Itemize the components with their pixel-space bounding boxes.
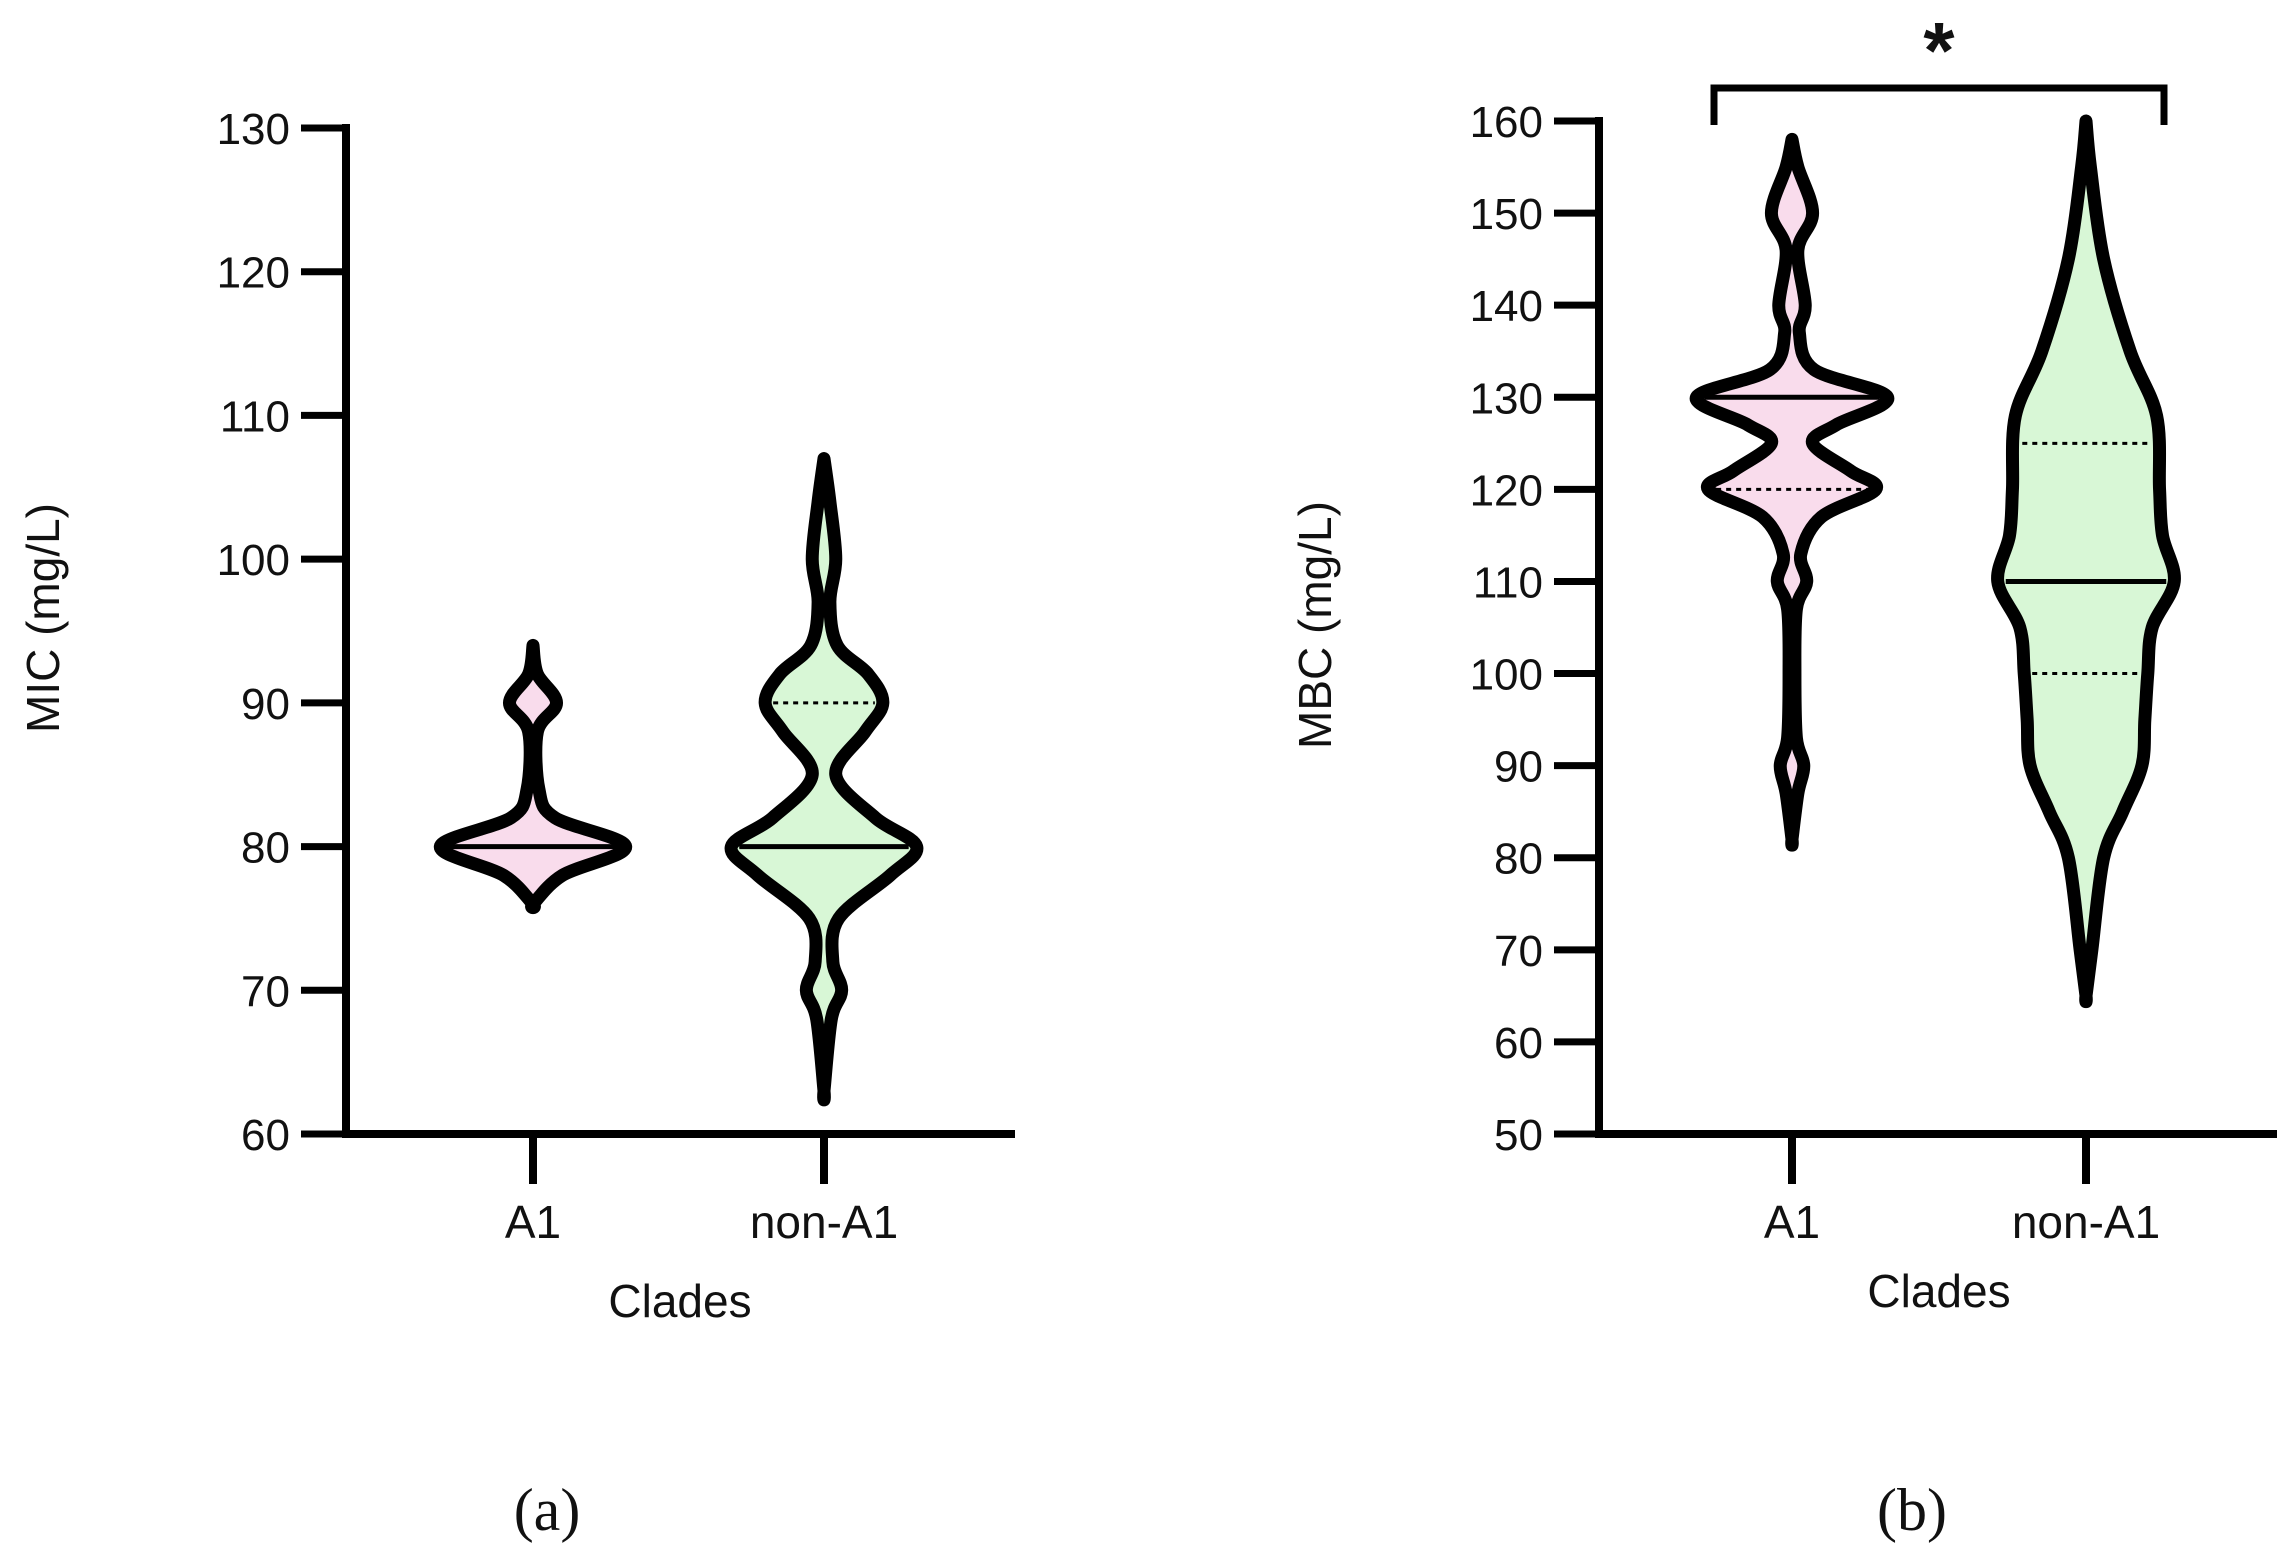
y-tick-label: 50: [1494, 1111, 1543, 1160]
significance-label: *: [1923, 6, 1955, 95]
x-tick-label: non-A1: [2012, 1196, 2160, 1248]
y-tick-label: 120: [1470, 466, 1543, 515]
chart-panel-1: A1 non-A1 50 60 70 80 90 100 110 120 130 140 150 160 M…: [1289, 6, 2277, 1543]
x-tick-label: non-A1: [750, 1196, 898, 1248]
violin-non-A1: [1991, 114, 2181, 1009]
y-tick-label: 90: [241, 680, 290, 729]
y-tick-label: 100: [217, 536, 290, 585]
chart-panel-0: A1 non-A1 60 70 80 90 100 110 120 130 MIC (mg/L) Cl…: [17, 105, 1015, 1543]
y-axis-label: MIC (mg/L): [17, 503, 69, 733]
y-tick-label: 90: [1494, 743, 1543, 792]
y-tick-label: 80: [241, 824, 290, 873]
violin-A1: [433, 638, 633, 914]
panel-label: (b): [1877, 1477, 1947, 1543]
y-tick-label: 70: [241, 967, 290, 1016]
violin-A1: [1689, 132, 1895, 852]
y-tick-label: 130: [1470, 374, 1543, 423]
x-tick-label: A1: [1764, 1196, 1820, 1248]
x-axis-label: Clades: [608, 1275, 751, 1327]
y-tick-label: 120: [217, 249, 290, 298]
y-tick-label: 60: [1494, 1019, 1543, 1068]
y-tick-label: 160: [1470, 98, 1543, 147]
significance-bracket: [1710, 84, 2168, 125]
y-tick-label: 100: [1470, 651, 1543, 700]
y-axis-label: MBC (mg/L): [1289, 501, 1341, 749]
y-tick-label: 60: [241, 1111, 290, 1160]
y-tick-label: 130: [217, 105, 290, 154]
y-tick-label: 80: [1494, 835, 1543, 884]
y-tick-label: 70: [1494, 927, 1543, 976]
violin-non-A1: [724, 452, 924, 1107]
x-axis-label: Clades: [1867, 1265, 2010, 1317]
y-tick-label: 110: [1473, 558, 1543, 607]
y-tick-label: 150: [1470, 190, 1543, 239]
y-tick-label: 110: [220, 392, 290, 441]
y-tick-label: 140: [1470, 282, 1543, 331]
panel-label: (a): [514, 1477, 581, 1543]
x-tick-label: A1: [505, 1196, 561, 1248]
